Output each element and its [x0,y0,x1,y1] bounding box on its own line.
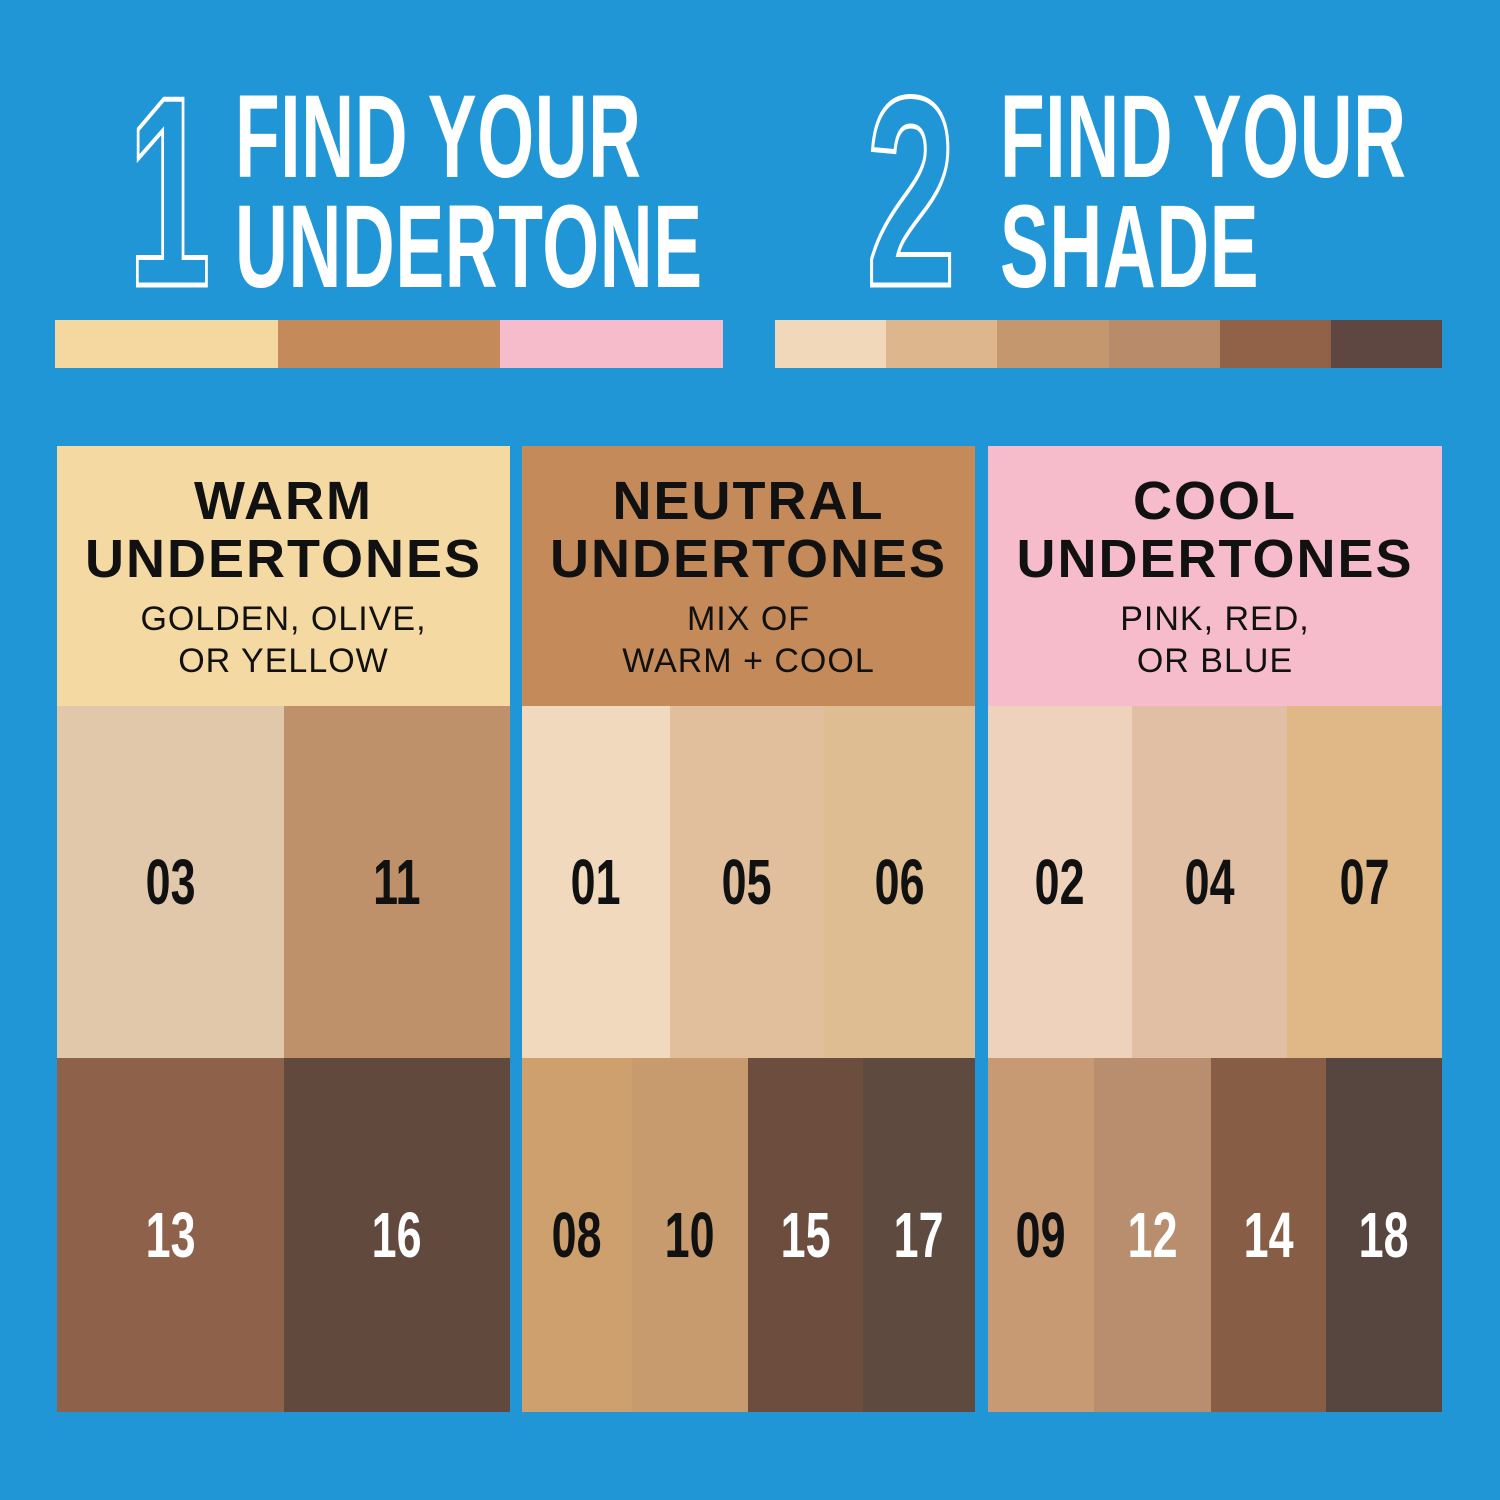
swatch-row: 03 11 [57,706,510,1058]
shade-number: 13 [145,1199,196,1271]
shade-number: 16 [371,1199,422,1271]
shade-swatch-18[interactable]: 18 [1326,1058,1442,1412]
shade-swatch-10[interactable]: 10 [632,1058,748,1412]
color-bar-segment [997,320,1109,368]
shade-number: 07 [1339,846,1390,918]
shade-number: 09 [1016,1199,1066,1271]
step-2-number: 2 [864,42,957,343]
shade-number: 04 [1184,846,1235,918]
shade-swatch-01[interactable]: 01 [522,706,670,1058]
color-bar-segment [500,320,612,368]
warm-undertones-panel: WARM UNDERTONES GOLDEN, OLIVE, OR YELLOW 03 1… [57,446,510,1412]
shade-swatch-14[interactable]: 14 [1211,1058,1326,1412]
color-bar-segment [277,320,389,368]
panel-title: UNDERTONES [84,529,483,589]
shade-number: 03 [145,846,196,918]
shade-swatch-17[interactable]: 17 [863,1058,975,1412]
panel-subtitle: WARM + COOL [622,642,875,680]
shade-swatch-03[interactable]: 03 [57,706,284,1058]
step-2-title-line2: SHADE [1000,181,1260,313]
color-bar-segment [166,320,278,368]
panel-subtitle: MIX OF [686,600,811,638]
shade-number: 08 [552,1199,602,1271]
shade-swatch-02[interactable]: 02 [988,706,1132,1058]
undertone-color-bar [55,320,723,368]
panel-title: UNDERTONES [549,529,948,589]
shade-number: 06 [874,846,925,918]
color-bar-segment [55,320,167,368]
color-bar-segment [1108,320,1220,368]
shade-swatch-05[interactable]: 05 [670,706,824,1058]
panel-subtitle: GOLDEN, OLIVE, [140,600,427,638]
color-bar-segment [775,320,887,368]
panel-title: COOL [1133,471,1297,531]
shade-number: 18 [1359,1199,1409,1271]
shade-number: 05 [722,846,772,918]
shade-swatch-07[interactable]: 07 [1287,706,1442,1058]
shade-number: 01 [571,846,621,918]
shade-number: 02 [1035,846,1085,918]
step-2-title-line1: FIND YOUR [1000,71,1407,203]
panel-subtitle: OR BLUE [1136,642,1294,680]
cool-undertones-panel: COOL UNDERTONES PINK, RED, OR BLUE 02 04 07 09 1… [988,446,1442,1412]
shade-swatch-08[interactable]: 08 [522,1058,632,1412]
neutral-undertones-panel: NEUTRAL UNDERTONES MIX OF WARM + COOL 01 05 06… [522,446,975,1412]
shade-number: 10 [665,1199,715,1271]
shade-number: 17 [894,1199,944,1271]
shade-swatch-04[interactable]: 04 [1132,706,1287,1058]
cool-header: COOL UNDERTONES PINK, RED, OR BLUE [988,446,1442,706]
swatch-row: 09 12 14 18 [988,1058,1442,1412]
shade-swatch-13[interactable]: 13 [57,1058,284,1412]
shade-swatch-11[interactable]: 11 [283,706,510,1058]
shade-number: 14 [1243,1199,1294,1271]
panel-title: WARM [194,471,373,531]
shade-color-bar [775,320,1443,368]
swatch-row: 02 04 07 [988,706,1442,1058]
step-1-title-line1: FIND YOUR [235,71,642,203]
shade-number: 12 [1127,1199,1178,1271]
shade-swatch-12[interactable]: 12 [1094,1058,1211,1412]
color-bar-segment [886,320,998,368]
panel-subtitle: PINK, RED, [1120,600,1310,638]
color-bar-segment [1330,320,1443,368]
color-bar-segment [388,320,501,368]
color-bar-segment [1219,320,1331,368]
neutral-header: NEUTRAL UNDERTONES MIX OF WARM + COOL [522,446,975,706]
step-1-title-line2: UNDERTONE [235,181,703,313]
panel-subtitle: OR YELLOW [178,642,389,680]
shade-swatch-09[interactable]: 09 [988,1058,1094,1412]
panel-title: UNDERTONES [1016,529,1414,589]
panel-title: NEUTRAL [612,471,885,531]
shade-swatch-16[interactable]: 16 [283,1058,510,1412]
step-1-number: 1 [127,42,212,343]
swatch-row: 01 05 06 [522,706,975,1058]
color-bar-segment [611,320,723,368]
shade-swatch-06[interactable]: 06 [824,706,975,1058]
swatch-row: 13 16 [57,1058,510,1412]
shade-swatch-15[interactable]: 15 [748,1058,863,1412]
swatch-row: 08 10 15 17 [522,1058,975,1412]
shade-number: 15 [780,1199,831,1271]
warm-header: WARM UNDERTONES GOLDEN, OLIVE, OR YELLOW [57,446,510,706]
shade-number: 11 [373,846,421,918]
